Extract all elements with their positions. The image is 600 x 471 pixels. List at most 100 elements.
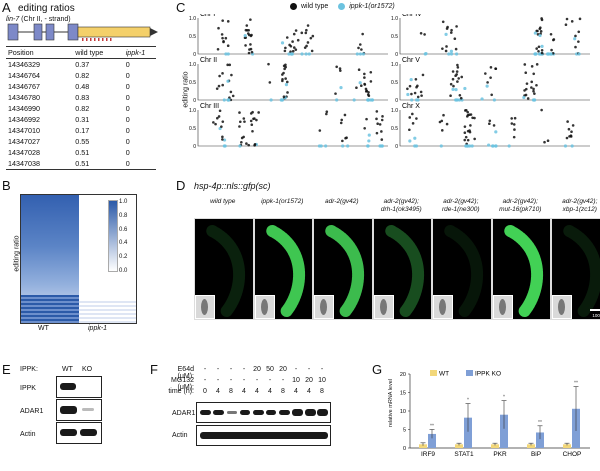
panel-b-letter: B	[2, 178, 11, 193]
chr-label: Chr X	[402, 103, 420, 110]
wt-data-point	[294, 48, 298, 51]
ippk-data-point	[222, 98, 226, 102]
table-cell: 0.82	[75, 104, 90, 113]
heatmap-xlabel-ippk: ippk-1	[88, 325, 108, 332]
wt-data-point	[242, 117, 246, 120]
wt-data-point	[369, 70, 373, 74]
ippk-data-point	[410, 98, 414, 102]
editing-ratio-table: Position wild type ippk-1 14346329 0.37 0 1…	[6, 46, 156, 170]
treatment-value: 10	[292, 377, 300, 384]
ippk-data-point	[226, 98, 230, 102]
table-cell: 0.48	[75, 82, 90, 91]
wt-data-point	[464, 135, 468, 139]
treatment-value: -	[307, 366, 311, 373]
ippk-data-point	[366, 144, 370, 148]
chr-subplot: 1.0 0.5 0 Chr X	[391, 103, 590, 150]
ippk-data-point	[485, 84, 489, 88]
ippk-data-point	[464, 144, 468, 148]
table-cell: 0	[125, 115, 130, 124]
wt-data-point	[408, 128, 411, 132]
lane-label-ko: KO	[82, 366, 93, 373]
wt-data-point	[369, 80, 373, 83]
wt-data-point	[532, 89, 535, 93]
ippk-data-point	[522, 95, 526, 100]
wt-data-point	[453, 37, 457, 41]
table-cell: 14346764	[8, 71, 40, 80]
wt-data-point	[535, 83, 538, 87]
wt-data-point	[367, 90, 370, 94]
ippk-data-point	[487, 143, 491, 147]
wt-data-point	[540, 51, 544, 55]
micro-column-label: adr-2(gv42); mut-16(pk710)	[492, 198, 550, 214]
chr-y-tick: 0.5	[189, 34, 196, 40]
treatment-value: -	[255, 377, 259, 384]
blot-ippk	[56, 376, 102, 398]
chr-label: Chr II	[200, 57, 217, 64]
legend-ippk-label: ippk-1(or1572)	[349, 3, 395, 10]
wt-data-point	[239, 120, 242, 124]
table-row: 14346992 0.31 0	[6, 114, 156, 125]
wt-data-point	[291, 40, 294, 43]
wt-data-point	[450, 28, 453, 32]
ippk-data-point	[300, 52, 304, 56]
chr-y-tick: 1.0	[189, 16, 196, 22]
wt-data-point	[221, 19, 224, 22]
wt-data-point	[408, 84, 412, 88]
treatment-value: 20	[279, 366, 287, 373]
wt-data-point	[361, 32, 364, 36]
micro-column-label: adr-2(gv42); xbp-1(zc12)	[551, 198, 600, 214]
wt-data-point	[414, 77, 418, 81]
wt-data-point	[217, 26, 220, 30]
wt-data-point	[423, 33, 426, 36]
treatment-value: -	[294, 366, 298, 373]
table-cell: 14347027	[8, 137, 40, 146]
table-cell: 0.37	[75, 60, 90, 69]
wt-data-point	[217, 84, 221, 88]
ippk-data-point	[447, 52, 451, 56]
wt-data-point	[248, 48, 251, 51]
ippk-data-point	[414, 144, 419, 148]
ippk-data-point	[549, 52, 553, 56]
wt-data-point	[570, 20, 574, 23]
wt-data-point	[473, 137, 476, 141]
wt-data-point	[463, 125, 467, 129]
wt-data-point	[458, 93, 462, 97]
wt-data-point	[228, 63, 232, 67]
wt-data-point	[281, 77, 284, 81]
wt-data-point	[226, 63, 229, 67]
blot-row-label-actin-f: Actin	[172, 432, 188, 439]
treatment-value: -	[216, 366, 220, 373]
ippk-data-point	[339, 86, 343, 90]
table-cell: 0	[125, 137, 130, 146]
microscopy-image	[313, 218, 373, 320]
ippk-data-point	[507, 144, 511, 148]
worm-fluorescence	[563, 225, 600, 317]
ippk-data-point	[280, 41, 285, 45]
wt-data-point	[246, 32, 250, 35]
wt-data-point	[230, 73, 233, 77]
wt-data-point	[218, 74, 221, 78]
wt-data-point	[463, 131, 467, 134]
micro-column-label: wild type	[194, 198, 252, 206]
treatment-value: 4	[255, 388, 259, 395]
ippk-data-point	[540, 44, 544, 48]
wt-data-point	[380, 130, 383, 133]
treatment-value: 4	[307, 388, 311, 395]
table-row: 14346990 0.82 0	[6, 103, 156, 114]
category-label: STAT1	[454, 451, 474, 458]
wt-data-point	[460, 75, 464, 79]
wt-data-point	[334, 92, 337, 95]
wt-data-point	[378, 123, 382, 126]
wt-data-point	[311, 34, 315, 38]
wt-data-point	[247, 143, 251, 147]
panel-f-letter: F	[150, 362, 158, 377]
table-cell: 14346992	[8, 115, 40, 124]
ippk-data-point	[492, 98, 496, 102]
ippk-data-point	[352, 98, 356, 102]
wt-data-point	[525, 82, 529, 85]
wt-data-point	[363, 126, 366, 130]
wt-data-point	[494, 67, 498, 70]
blot-adar1	[56, 399, 102, 421]
wt-data-point	[366, 93, 370, 96]
